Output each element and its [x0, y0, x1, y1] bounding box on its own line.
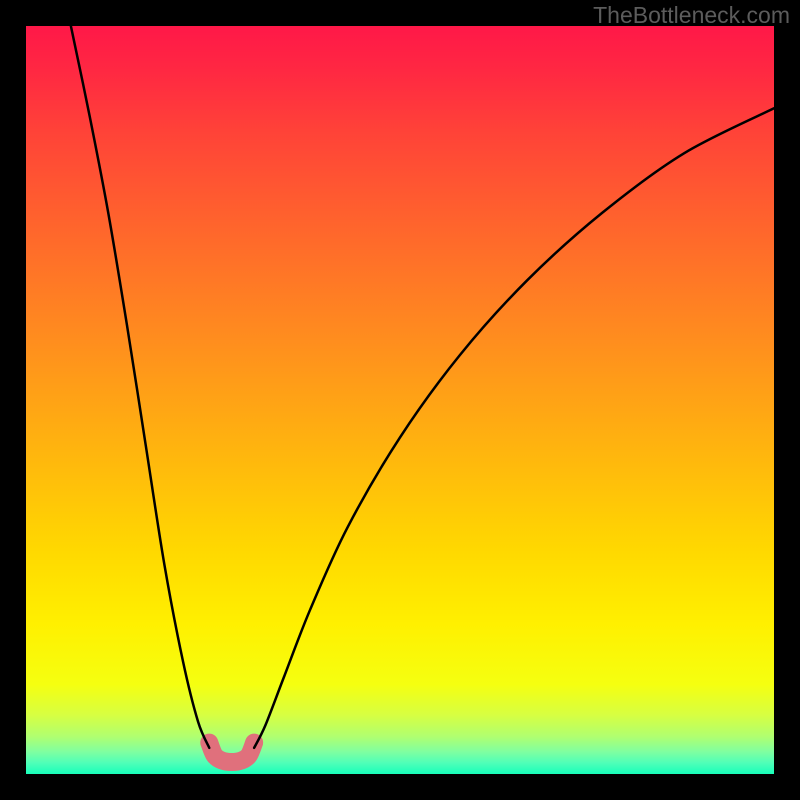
attribution-text: TheBottleneck.com: [593, 2, 790, 29]
chart-svg: [26, 26, 774, 774]
highlight-u-marker: [209, 743, 254, 762]
chart-gradient-area: [26, 26, 774, 774]
curve-right-branch: [254, 108, 774, 748]
curve-left-branch: [71, 26, 209, 748]
